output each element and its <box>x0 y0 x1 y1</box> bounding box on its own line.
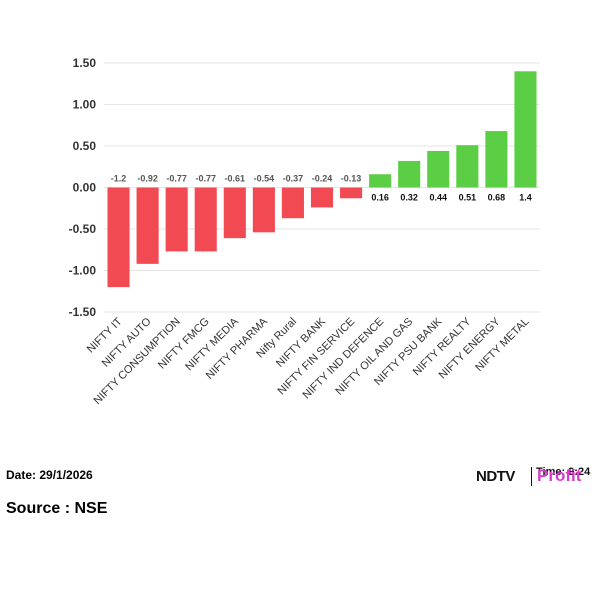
data-label: 0.68 <box>488 193 506 203</box>
data-label: 0.16 <box>371 193 389 203</box>
y-tick-label: 0.00 <box>73 181 97 195</box>
data-label: -1.2 <box>111 174 127 184</box>
bar <box>340 187 363 199</box>
bar <box>427 150 450 188</box>
bar <box>456 145 479 188</box>
data-label: -0.92 <box>137 174 158 184</box>
bar <box>194 187 217 252</box>
bar <box>223 187 246 239</box>
bar <box>514 71 537 188</box>
data-label: -0.77 <box>195 174 216 184</box>
logo-product-text: Profit <box>537 466 582 485</box>
bar <box>165 187 188 252</box>
y-tick-label: -1.50 <box>69 305 97 319</box>
source-label: Source : NSE <box>6 500 108 517</box>
data-label: -0.54 <box>254 174 275 184</box>
data-label: 0.32 <box>400 193 418 203</box>
y-tick-label: 1.50 <box>73 56 97 70</box>
logo-brand-text: NDTV <box>476 468 515 485</box>
bar <box>369 174 392 188</box>
y-tick-label: -0.50 <box>69 222 97 236</box>
logo-divider <box>531 467 532 486</box>
data-label: 0.44 <box>430 193 448 203</box>
data-label: -0.61 <box>225 174 246 184</box>
data-label: -0.13 <box>341 174 362 184</box>
bar-chart: 1.50 1.00 0.50 0.00 -0.50 -1.00 -1.50 -1.2 -0.9… <box>69 56 540 407</box>
bar <box>485 131 508 188</box>
ndtv-profit-logo: NDTV Time: 9:24 Profit <box>476 466 594 488</box>
y-tick-label: 1.00 <box>73 98 97 112</box>
y-tick-label: 0.50 <box>73 139 97 153</box>
x-category-label: NIFTY METAL <box>473 316 531 374</box>
data-label: 0.51 <box>459 193 477 203</box>
data-labels: -1.2 -0.92 -0.77 -0.77 -0.61 -0.54 -0.37 -0.24-… <box>111 174 532 203</box>
data-label: -0.37 <box>283 174 304 184</box>
bar <box>136 187 159 264</box>
y-tick-label: -1.00 <box>69 264 97 278</box>
data-label: 1.4 <box>519 193 532 203</box>
data-label: -0.77 <box>166 174 187 184</box>
bar <box>252 187 275 233</box>
time-label: Time: 9:24 <box>536 466 591 478</box>
bars <box>107 71 537 288</box>
data-label: -0.24 <box>312 174 333 184</box>
bar <box>310 187 334 208</box>
bar <box>107 187 130 288</box>
bar <box>281 187 304 219</box>
date-label: Date: 29/1/2026 <box>6 468 93 482</box>
bar <box>398 160 421 188</box>
y-axis-tick-labels: 1.50 1.00 0.50 0.00 -0.50 -1.00 -1.50 <box>69 56 97 319</box>
